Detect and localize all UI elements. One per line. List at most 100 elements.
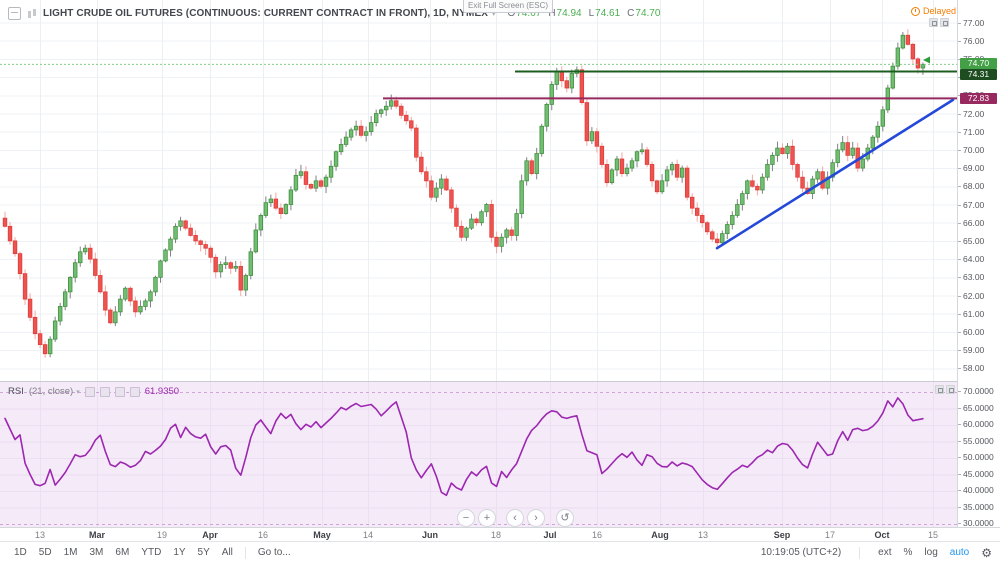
candlestick-series (2, 29, 926, 358)
range-button-ytd[interactable]: YTD (141, 547, 162, 558)
rsi-pane[interactable] (0, 381, 957, 527)
time-axis-label: Jun (421, 530, 439, 540)
price-axis-label: 61.00 (963, 308, 985, 319)
price-axis-label: 70.00 (963, 144, 985, 155)
price-axis-label: 69.00 (963, 163, 985, 174)
chart-style-icon[interactable] (27, 8, 37, 19)
time-axis-label: 16 (257, 530, 269, 540)
axis-tick (958, 473, 961, 475)
axis-tick (958, 424, 961, 425)
rsi-axis-label: 60.0000 (963, 419, 994, 429)
price-axis-label: 60.00 (963, 326, 985, 337)
pane-maximize-icon[interactable] (946, 385, 955, 394)
price-axis-label: 59.00 (963, 345, 985, 356)
price-axis-label: 62.00 (963, 290, 985, 301)
price-pane-controls (929, 18, 949, 27)
rsi-line (4, 397, 924, 497)
rsi-axis-label: 35.0000 (963, 501, 994, 512)
pane-maximize-icon[interactable] (940, 18, 949, 27)
ohlc-c: C74.70 (627, 8, 661, 19)
reset-chart-button[interactable]: ↺ (556, 509, 574, 527)
symbol-title: LIGHT CRUDE OIL FUTURES (CONTINUOUS: CUR… (43, 8, 488, 19)
price-grid (0, 0, 957, 381)
axis-tick (958, 149, 961, 151)
mode-auto[interactable]: auto (949, 547, 970, 558)
close-icon[interactable] (129, 386, 140, 397)
scroll-right-button[interactable]: › (527, 509, 545, 527)
time-axis-label: 14 (362, 530, 374, 540)
bottom-toolbar: 1D 5D 1M 3M 6M YTD 1Y 5Y All Go to... 10:19:05 (… (0, 541, 1000, 563)
time-axis-label: 17 (824, 530, 836, 540)
clock-label[interactable]: 10:19:05 (UTC+2) (760, 547, 842, 558)
range-button-6m[interactable]: 6M (115, 547, 130, 558)
scroll-left-button[interactable]: ‹ (506, 509, 524, 527)
purple-line-badge: 72.83 (960, 92, 997, 104)
mode-log[interactable]: log (924, 547, 938, 558)
collapse-menu-icon[interactable] (8, 7, 21, 20)
time-axis[interactable]: 13 Mar 19 Apr 16 May 14 Jun 18 Jul 16 Aug 13 Sep 17 Oct… (0, 527, 1000, 541)
range-button-1m[interactable]: 1M (63, 547, 78, 558)
axis-tick (958, 40, 961, 42)
axis-tick (958, 506, 961, 508)
axis-tick (958, 350, 961, 352)
time-axis-label: Sep (773, 530, 791, 540)
axis-tick (958, 186, 961, 188)
delayed-label: Delayed (923, 6, 957, 16)
eye-icon[interactable] (84, 386, 95, 397)
time-axis-label: 19 (156, 530, 168, 540)
chevron-down-icon[interactable]: ▾ (76, 388, 80, 396)
axis-tick (958, 407, 961, 409)
range-button-5d[interactable]: 5D (38, 547, 52, 558)
axis-tick (958, 440, 961, 442)
axis-tick (958, 58, 961, 60)
chart-header: LIGHT CRUDE OIL FUTURES (CONTINUOUS: CUR… (8, 7, 660, 20)
price-axis-label: 77.00 (963, 17, 985, 28)
time-axis-label: 13 (34, 530, 46, 540)
exit-fullscreen-tooltip: Exit Full Screen (ESC) (463, 0, 554, 13)
rsi-pane-controls (935, 385, 955, 394)
goto-button[interactable]: Go to... (257, 547, 291, 558)
chevron-down-icon[interactable]: ▾ (491, 10, 496, 18)
time-axis-label: Apr (202, 530, 218, 540)
time-axis-label: 18 (490, 530, 502, 540)
axis-tick (958, 259, 961, 261)
axis-tick (958, 113, 961, 115)
price-pane[interactable] (0, 0, 957, 381)
ohlc-h: H74.94 (548, 8, 582, 19)
delayed-clock-icon (911, 6, 920, 16)
rsi-axis-label: 70.0000 (963, 386, 994, 396)
mode-ext[interactable]: ext (878, 547, 892, 558)
range-button-1y[interactable]: 1Y (173, 547, 186, 558)
toolbar-divider (244, 546, 246, 559)
rsi-axis-label: 55.0000 (963, 435, 994, 446)
pane-up-icon[interactable] (935, 385, 944, 394)
rsi-axis-label: 65.0000 (963, 402, 994, 413)
rsi-axis-label: 30.0000 (963, 518, 994, 528)
axis-tick (958, 295, 961, 297)
range-button-all[interactable]: All (221, 547, 233, 558)
rsi-params: (21, close) (28, 386, 74, 397)
range-button-5y[interactable]: 5Y (197, 547, 210, 558)
gear-icon[interactable] (99, 386, 110, 397)
axis-tick (958, 77, 961, 79)
price-axis-label: 58.00 (963, 363, 985, 374)
zoom-out-button[interactable]: − (457, 509, 475, 527)
axis-tick (958, 204, 961, 206)
range-button-1d[interactable]: 1D (14, 547, 27, 558)
trendline-blue[interactable] (715, 98, 955, 250)
axis-tick (958, 523, 961, 524)
current-price-badge: 74.70 (960, 57, 997, 69)
price-axis-label: 72.00 (963, 108, 985, 119)
toolbar-divider (859, 546, 861, 559)
time-axis-label: 15 (927, 530, 939, 540)
mode-percent[interactable]: % (903, 547, 913, 558)
zoom-in-button[interactable]: + (478, 509, 496, 527)
settings-gear-icon[interactable]: ⚙ (981, 545, 992, 560)
price-axis[interactable]: 77.0076.0075.0074.0073.0072.0071.0070.00… (957, 0, 1000, 541)
scale-modes: ext% log auto (878, 547, 969, 558)
source-code-icon[interactable] (114, 386, 125, 397)
pane-up-icon[interactable] (929, 18, 938, 27)
price-axis-label: 76.00 (963, 35, 985, 46)
range-button-3m[interactable]: 3M (89, 547, 104, 558)
